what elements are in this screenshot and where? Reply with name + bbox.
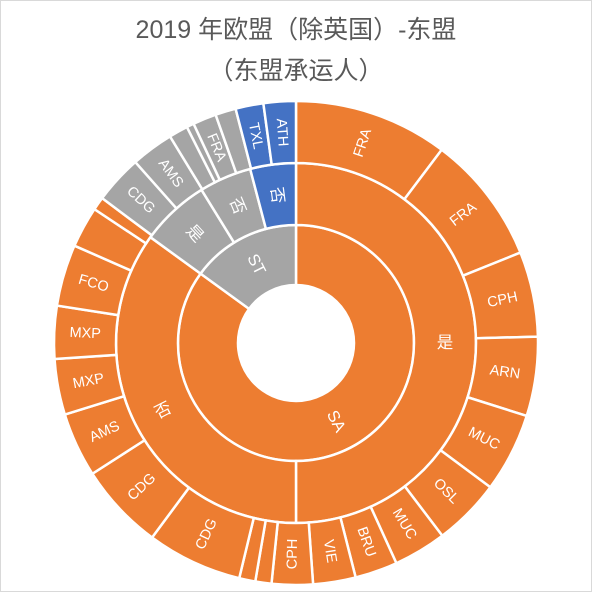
outer-label-16: MXP — [69, 325, 101, 342]
outer-label-9: CPH — [285, 539, 301, 570]
outer-label-27: ATH — [273, 118, 291, 147]
outer-label-26: TXL — [245, 121, 266, 150]
middle-label-3: 否 — [226, 195, 249, 217]
middle-label-1: 否 — [152, 399, 175, 423]
outer-label-2: CPH — [486, 289, 519, 311]
middle-label-4: 否 — [267, 186, 287, 205]
chart-subtitle: （东盟承运人） — [208, 57, 384, 85]
middle-label-0: 是 — [437, 334, 454, 352]
outer-segment-27 — [261, 99, 298, 167]
chart-title: 2019 年欧盟（除英国）-东盟 — [135, 16, 457, 44]
outer-label-15: MXP — [72, 371, 106, 392]
outer-label-3: ARN — [489, 362, 522, 382]
outer-label-8: VIE — [320, 538, 340, 564]
